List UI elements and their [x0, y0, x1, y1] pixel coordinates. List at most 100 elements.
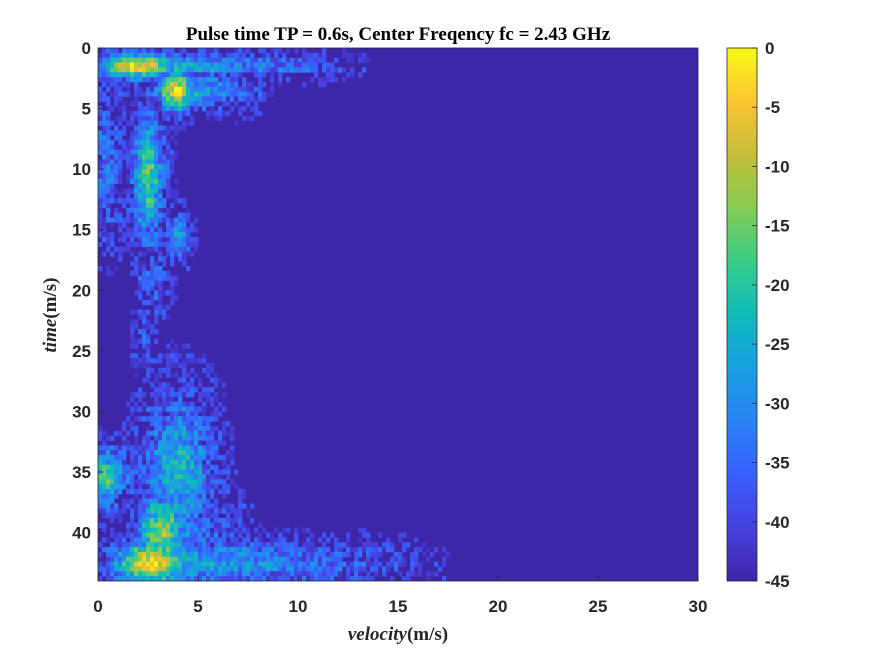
- heatmap-cell: [126, 561, 131, 567]
- heatmap-cell: [150, 101, 155, 107]
- heatmap-cell: [126, 81, 131, 88]
- heatmap-cell: [98, 566, 103, 572]
- heatmap-cell: [158, 295, 163, 301]
- heatmap-cell: [138, 387, 143, 393]
- heatmap-cell: [150, 227, 155, 233]
- heatmap-cell: [178, 484, 183, 490]
- heatmap-cell: [258, 556, 263, 563]
- colorbar-ticks: 0-5-10-15-20-25-30-35-40-45: [752, 39, 790, 591]
- heatmap-cell: [114, 542, 119, 548]
- heatmap-cell: [174, 561, 179, 567]
- heatmap-cell: [226, 101, 231, 107]
- heatmap-cell: [158, 537, 163, 543]
- heatmap-cell: [210, 72, 215, 78]
- heatmap-cell: [230, 479, 235, 485]
- heatmap-cell: [210, 547, 215, 553]
- heatmap-cell: [234, 57, 239, 63]
- heatmap-cell: [222, 81, 227, 88]
- heatmap-cell: [134, 319, 139, 325]
- heatmap-cell: [178, 251, 183, 257]
- heatmap-cell: [170, 455, 175, 461]
- heatmap-cell: [182, 343, 187, 349]
- heatmap-cell: [266, 542, 271, 548]
- heatmap-cell: [274, 556, 279, 563]
- heatmap-cell: [226, 52, 231, 59]
- heatmap-cell: [162, 547, 167, 553]
- heatmap-cell: [134, 212, 139, 218]
- heatmap-cell: [198, 518, 203, 524]
- heatmap-cell: [210, 479, 215, 485]
- heatmap-cell: [250, 115, 255, 122]
- heatmap-cell: [258, 547, 263, 553]
- heatmap-cell: [110, 173, 115, 180]
- heatmap-cell: [146, 96, 151, 102]
- heatmap-cell: [198, 382, 203, 388]
- heatmap-cell: [246, 576, 251, 581]
- heatmap-cell: [126, 217, 131, 223]
- heatmap-cell: [174, 96, 179, 102]
- heatmap-cell: [206, 77, 211, 83]
- heatmap-cell: [130, 358, 135, 364]
- heatmap-cell: [146, 406, 151, 412]
- heatmap-cell: [190, 537, 195, 543]
- heatmap-cell: [142, 135, 147, 141]
- heatmap-cell: [278, 542, 283, 548]
- heatmap-cell: [190, 542, 195, 548]
- heatmap-cell: [138, 416, 143, 422]
- heatmap-cell: [150, 140, 155, 146]
- heatmap-cell: [102, 566, 107, 572]
- heatmap-cell: [230, 556, 235, 563]
- heatmap-cell: [190, 72, 195, 78]
- heatmap-cell: [106, 484, 111, 490]
- heatmap-cell: [182, 387, 187, 393]
- heatmap-cell: [210, 508, 215, 514]
- heatmap-cell: [166, 522, 171, 529]
- y-axis-label-unit: (m/s): [40, 278, 61, 319]
- heatmap-cell: [174, 576, 179, 581]
- heatmap-cell: [382, 542, 387, 548]
- heatmap-cell: [302, 81, 307, 88]
- heatmap-cell: [190, 115, 195, 122]
- heatmap-cell: [330, 566, 335, 572]
- x-tick-label: 15: [389, 597, 408, 616]
- heatmap-cell: [278, 561, 283, 567]
- heatmap-cell: [366, 561, 371, 567]
- heatmap-cell: [102, 232, 107, 238]
- heatmap-cell: [406, 576, 411, 581]
- heatmap-cell: [170, 232, 175, 238]
- heatmap-cell: [158, 173, 163, 180]
- heatmap-cell: [170, 430, 175, 437]
- heatmap-cell: [306, 561, 311, 567]
- x-tick-label: 20: [489, 597, 508, 616]
- heatmap-cell: [126, 86, 131, 93]
- heatmap-cell: [238, 57, 243, 63]
- heatmap-cell: [202, 392, 207, 398]
- heatmap-cell: [254, 72, 259, 78]
- heatmap-cell: [190, 52, 195, 59]
- heatmap-cell: [222, 508, 227, 514]
- heatmap-cell: [154, 154, 159, 160]
- heatmap-cell: [166, 164, 171, 170]
- heatmap-cell: [138, 561, 143, 567]
- heatmap-cell: [194, 503, 199, 509]
- heatmap-cell: [118, 469, 123, 475]
- heatmap-cell: [130, 392, 135, 398]
- heatmap-cell: [218, 527, 223, 533]
- heatmap-cell: [110, 154, 115, 160]
- heatmap-cell: [154, 232, 159, 238]
- heatmap-cell: [166, 387, 171, 393]
- heatmap-cell: [254, 561, 259, 567]
- heatmap-cell: [230, 542, 235, 548]
- heatmap-cell: [150, 77, 155, 83]
- heatmap-cell: [214, 86, 219, 93]
- heatmap-cell: [118, 551, 123, 558]
- heatmap-cell: [406, 571, 411, 577]
- heatmap-cell: [282, 57, 287, 63]
- heatmap-cell: [106, 48, 111, 54]
- heatmap-cell: [202, 101, 207, 107]
- heatmap-cell: [98, 140, 103, 146]
- heatmap-cell: [374, 551, 379, 558]
- heatmap-cell: [154, 421, 159, 427]
- heatmap-cell: [222, 382, 227, 388]
- heatmap-cell: [254, 551, 259, 558]
